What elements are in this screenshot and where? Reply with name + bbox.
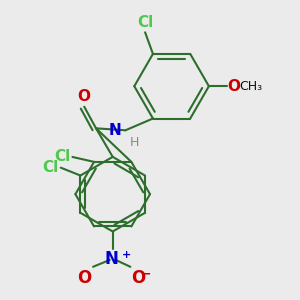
Text: O: O [78, 89, 91, 104]
Text: Cl: Cl [43, 160, 59, 175]
Text: −: − [141, 268, 152, 281]
Text: O: O [131, 269, 146, 287]
Text: +: + [122, 250, 131, 260]
Text: N: N [109, 123, 122, 138]
Text: H: H [129, 136, 139, 149]
Text: Cl: Cl [54, 149, 70, 164]
Text: N: N [105, 250, 119, 268]
Text: O: O [227, 79, 241, 94]
Text: O: O [77, 269, 91, 287]
Text: Cl: Cl [137, 15, 153, 30]
Text: CH₃: CH₃ [239, 80, 262, 93]
